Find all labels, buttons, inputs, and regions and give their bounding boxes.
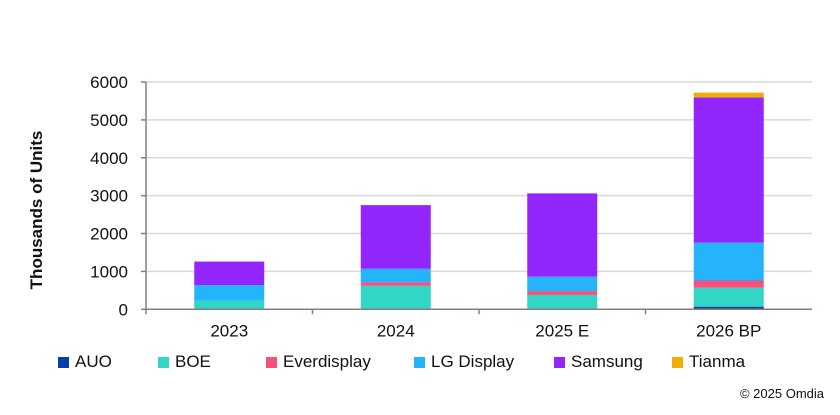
bar-segment-samsung — [693, 97, 764, 243]
legend-swatch — [672, 356, 683, 368]
bar-segment-everdisplay — [527, 291, 598, 295]
legend-label: Samsung — [571, 352, 643, 371]
x-tick-label: 2023 — [210, 321, 248, 340]
legend-swatch — [554, 356, 565, 368]
legend-item: Samsung — [554, 352, 672, 372]
bar-segment-everdisplay — [360, 282, 431, 286]
legend-item: Tianma — [672, 352, 772, 372]
bar-segment-auo — [693, 306, 764, 310]
legend-swatch — [266, 356, 277, 368]
legend-item: BOE — [158, 352, 266, 372]
bar-segment-tianma — [693, 92, 764, 98]
legend-swatch — [158, 356, 169, 368]
legend-label: Tianma — [689, 352, 746, 371]
legend-label: LG Display — [431, 352, 515, 371]
legend-swatch — [58, 356, 69, 368]
legend-label: Everdisplay — [283, 352, 371, 371]
bar-segment-lg-display — [194, 285, 265, 301]
bar-segment-boe — [527, 294, 598, 310]
bar-segment-boe — [360, 285, 431, 310]
legend-item: Everdisplay — [266, 352, 414, 372]
y-tick-label: 5000 — [90, 111, 128, 130]
y-tick-label: 2000 — [90, 225, 128, 244]
legend-item: AUO — [58, 352, 158, 372]
x-tick-label: 2026 BP — [696, 321, 761, 340]
legend-label: AUO — [75, 352, 112, 371]
x-tick-label: 2025 E — [535, 321, 589, 340]
bar-segment-lg-display — [360, 268, 431, 283]
bar-segment-samsung — [194, 261, 265, 286]
y-tick-label: 6000 — [90, 73, 128, 92]
bar-segment-samsung — [360, 205, 431, 269]
bar-segment-boe — [693, 287, 764, 307]
bar-segment-lg-display — [527, 276, 598, 292]
bar-segment-samsung — [527, 193, 598, 277]
y-tick-label: 3000 — [90, 187, 128, 206]
x-tick-label: 2024 — [377, 321, 415, 340]
legend-swatch — [414, 356, 425, 368]
plot-area: 0 1000 2000 3000 4000 5000 6000 2023 2024 2025 E 2… — [27, 73, 812, 340]
y-tick-label: 4000 — [90, 149, 128, 168]
legend-label: BOE — [175, 352, 211, 371]
bar-segment-lg-display — [693, 242, 764, 281]
bar-segment-everdisplay — [693, 280, 764, 288]
y-tick-label: 0 — [119, 300, 128, 319]
y-axis-label: Thousands of Units — [27, 131, 46, 290]
legend: AUO BOE Everdisplay LG Display Samsung Tianma — [58, 352, 772, 372]
legend-item: LG Display — [414, 352, 554, 372]
y-tick-label: 1000 — [90, 262, 128, 281]
bar-segment-boe — [194, 300, 265, 310]
copyright: © 2025 Omdia — [739, 386, 824, 401]
